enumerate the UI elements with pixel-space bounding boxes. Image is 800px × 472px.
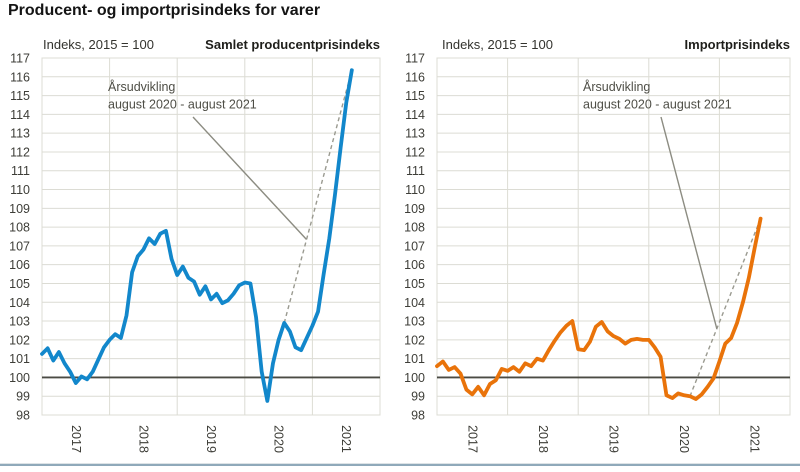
svg-text:117: 117: [405, 52, 425, 66]
svg-text:98: 98: [16, 409, 30, 423]
svg-text:100: 100: [404, 371, 425, 385]
svg-text:103: 103: [404, 315, 425, 329]
svg-text:116: 116: [10, 70, 30, 84]
svg-text:2020: 2020: [272, 425, 286, 453]
svg-text:116: 116: [405, 70, 425, 84]
gridlines: [437, 58, 790, 415]
yoy-annotation: Årsudvikling august 2020 - august 2021: [583, 79, 732, 112]
svg-text:104: 104: [9, 296, 30, 310]
left-axis-unit-label: Indeks, 2015 = 100: [43, 37, 154, 52]
yoy-annotation-line1: Årsudvikling: [108, 79, 175, 94]
svg-text:99: 99: [16, 390, 30, 404]
y-axis-tick-labels: 98 99 100 101 102 103 104 105 106 107 108 109 110 111…: [404, 52, 425, 423]
producer-chart: 98 99 100 101 102 103 104 105 106 107 108 109 110 111…: [9, 52, 381, 453]
import-chart: 98 99 100 101 102 103 104 105 106 107 108 109 110 111…: [404, 52, 791, 453]
right-axis-unit-label: Indeks, 2015 = 100: [442, 37, 553, 52]
svg-text:103: 103: [9, 315, 30, 329]
svg-text:2017: 2017: [69, 425, 83, 453]
svg-text:114: 114: [405, 108, 425, 122]
yoy-annotation-line2: august 2020 - august 2021: [108, 98, 257, 112]
svg-text:117: 117: [10, 52, 30, 66]
svg-text:115: 115: [10, 89, 30, 103]
plot-border: [436, 57, 791, 416]
right-chart-title: Importprisindeks: [684, 37, 790, 52]
svg-text:100: 100: [9, 371, 30, 385]
svg-text:105: 105: [9, 277, 30, 291]
svg-text:108: 108: [404, 221, 425, 235]
svg-text:2021: 2021: [339, 425, 353, 453]
yoy-annotation-line2: august 2020 - august 2021: [583, 98, 732, 112]
svg-text:102: 102: [404, 333, 425, 347]
page-title: Producent- og importprisindeks for varer: [8, 2, 321, 19]
x-axis-year-labels: 2017 2018 2019 2020 2021: [69, 425, 353, 453]
y-axis-tick-labels: 98 99 100 101 102 103 104 105 106 107 108 109 110 111…: [9, 52, 30, 423]
svg-text:114: 114: [10, 108, 30, 122]
svg-text:2018: 2018: [136, 425, 150, 453]
svg-text:109: 109: [9, 202, 30, 216]
svg-text:111: 111: [11, 164, 30, 178]
x-axis-year-labels: 2017 2018 2019 2020 2021: [465, 425, 761, 453]
svg-text:110: 110: [405, 183, 425, 197]
svg-text:107: 107: [404, 239, 425, 253]
plot-border: [41, 57, 381, 416]
svg-text:2019: 2019: [607, 425, 621, 453]
svg-text:2019: 2019: [204, 425, 218, 453]
svg-text:105: 105: [404, 277, 425, 291]
svg-text:101: 101: [9, 352, 30, 366]
svg-text:108: 108: [9, 221, 30, 235]
svg-text:2018: 2018: [536, 425, 550, 453]
svg-text:106: 106: [404, 258, 425, 272]
annotation-pointer-line: [192, 116, 308, 241]
producer-series-line: [40, 68, 354, 403]
svg-text:104: 104: [404, 296, 425, 310]
svg-text:113: 113: [405, 127, 425, 141]
svg-text:99: 99: [411, 390, 425, 404]
yoy-annotation: Årsudvikling august 2020 - august 2021: [108, 79, 257, 112]
annotation-pointer-line: [660, 116, 718, 329]
left-chart-title: Samlet producentprisindeks: [205, 37, 380, 52]
svg-text:2017: 2017: [465, 425, 479, 453]
svg-text:101: 101: [404, 352, 425, 366]
bottom-divider: [0, 463, 800, 466]
svg-text:98: 98: [411, 409, 425, 423]
svg-text:110: 110: [10, 183, 30, 197]
svg-text:111: 111: [406, 164, 425, 178]
svg-text:112: 112: [405, 145, 425, 159]
svg-text:109: 109: [404, 202, 425, 216]
svg-text:102: 102: [9, 333, 30, 347]
svg-text:112: 112: [10, 145, 30, 159]
svg-text:113: 113: [10, 127, 30, 141]
svg-text:2021: 2021: [748, 425, 762, 453]
yoy-dashed-line: [283, 70, 353, 324]
svg-text:115: 115: [405, 89, 425, 103]
gridlines: [42, 58, 380, 415]
svg-text:106: 106: [9, 258, 30, 272]
svg-text:107: 107: [9, 239, 30, 253]
svg-text:2020: 2020: [677, 425, 691, 453]
yoy-annotation-line1: Årsudvikling: [583, 79, 650, 94]
import-series-line: [435, 216, 763, 401]
yoy-dashed-line: [689, 218, 762, 397]
